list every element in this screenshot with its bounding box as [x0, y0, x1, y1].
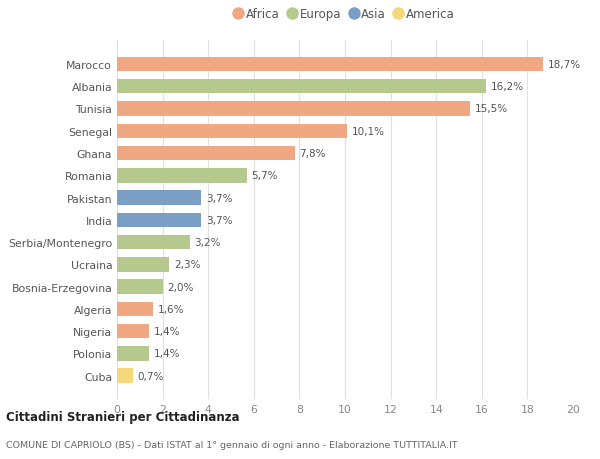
Text: 1,4%: 1,4%	[154, 349, 180, 358]
Text: 2,0%: 2,0%	[167, 282, 194, 292]
Bar	[117, 80, 487, 94]
Text: 0,7%: 0,7%	[137, 371, 164, 381]
Bar	[117, 191, 202, 205]
Text: 3,2%: 3,2%	[194, 238, 221, 247]
Bar	[117, 257, 169, 272]
Text: 3,7%: 3,7%	[206, 215, 232, 225]
Text: 1,6%: 1,6%	[158, 304, 185, 314]
Text: 1,4%: 1,4%	[154, 326, 180, 336]
Text: 18,7%: 18,7%	[548, 60, 581, 70]
Bar	[117, 235, 190, 250]
Bar	[117, 102, 470, 117]
Bar	[117, 213, 202, 228]
Text: 15,5%: 15,5%	[475, 104, 508, 114]
Bar	[117, 302, 154, 316]
Text: Cittadini Stranieri per Cittadinanza: Cittadini Stranieri per Cittadinanza	[6, 410, 239, 423]
Bar	[117, 124, 347, 139]
Text: 3,7%: 3,7%	[206, 193, 232, 203]
Text: COMUNE DI CAPRIOLO (BS) - Dati ISTAT al 1° gennaio di ogni anno - Elaborazione T: COMUNE DI CAPRIOLO (BS) - Dati ISTAT al …	[6, 441, 458, 449]
Bar	[117, 280, 163, 294]
Text: 5,7%: 5,7%	[251, 171, 278, 181]
Bar	[117, 324, 149, 339]
Text: 16,2%: 16,2%	[491, 82, 524, 92]
Bar	[117, 146, 295, 161]
Text: 2,3%: 2,3%	[174, 260, 200, 270]
Bar	[117, 347, 149, 361]
Bar	[117, 369, 133, 383]
Legend: Africa, Europa, Asia, America: Africa, Europa, Asia, America	[233, 6, 457, 24]
Text: 7,8%: 7,8%	[299, 149, 326, 159]
Bar	[117, 168, 247, 183]
Text: 10,1%: 10,1%	[352, 127, 385, 136]
Bar	[117, 57, 544, 72]
